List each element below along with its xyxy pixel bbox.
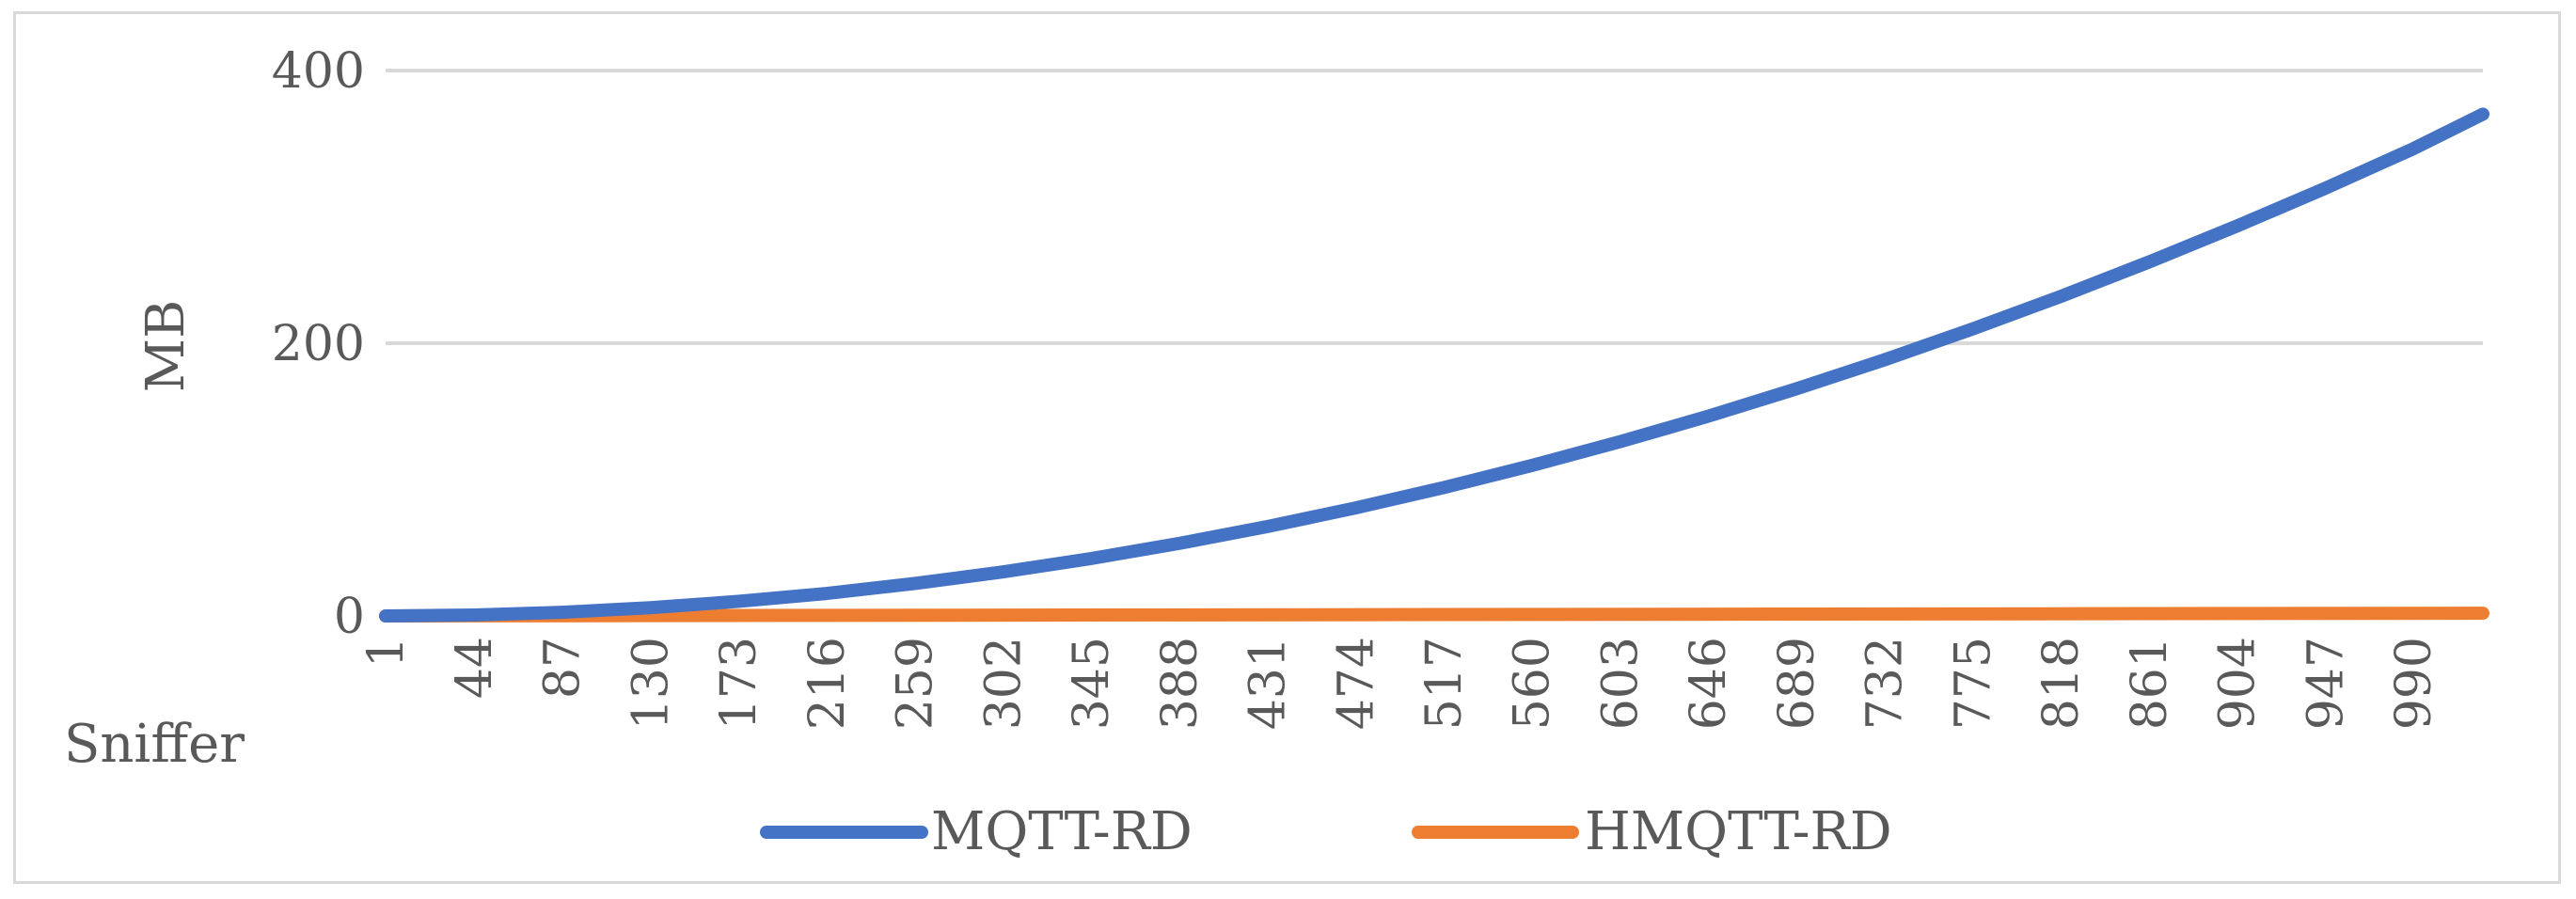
y-tick-label: 200	[272, 316, 365, 372]
x-axis-title: Sniffer	[64, 714, 245, 775]
x-tick-label: 130	[623, 637, 679, 730]
x-tick-label: 216	[799, 637, 856, 730]
x-tick-label: 345	[1064, 637, 1120, 730]
y-tick-label: 400	[272, 43, 365, 100]
legend: MQTT-RD HMQTT-RD	[760, 801, 1892, 862]
x-tick-label: 431	[1241, 637, 1297, 730]
x-tick-label: 603	[1592, 637, 1649, 730]
x-tick-label: 861	[2122, 637, 2178, 730]
x-tick-label: 302	[975, 637, 1032, 730]
series-line-mqtt-rd	[379, 107, 2489, 623]
x-tick-label: 818	[2033, 637, 2090, 730]
x-tick-label: 560	[1505, 637, 1561, 730]
x-tick-label: 990	[2386, 637, 2442, 730]
x-tick-label: 689	[1769, 637, 1825, 730]
legend-label-mqtt-rd: MQTT-RD	[931, 801, 1193, 862]
x-tick-label: 775	[1945, 637, 2001, 730]
x-tick-label: 173	[711, 637, 767, 730]
x-tick-label: 732	[1857, 637, 1914, 730]
series-lines	[379, 107, 2489, 623]
x-tick-label: 646	[1681, 637, 1737, 730]
x-tick-label: 388	[1152, 637, 1209, 730]
legend-label-hmqtt-rd: HMQTT-RD	[1585, 801, 1892, 862]
x-tick-label: 474	[1328, 637, 1384, 730]
y-tick-label: 0	[334, 589, 365, 645]
y-axis-title: MB	[135, 300, 197, 393]
x-tick-label: 517	[1416, 637, 1473, 730]
x-tick-label: 904	[2210, 637, 2267, 730]
series-line-hmqtt-rd	[379, 607, 2489, 623]
x-tick-label: 947	[2298, 637, 2354, 730]
gridlines	[386, 69, 2483, 345]
y-axis-tick-labels: 0 200 400	[272, 43, 365, 645]
chart-frame	[13, 11, 2561, 884]
x-tick-label: 1	[358, 637, 415, 668]
x-tick-label: 259	[888, 637, 944, 730]
x-axis-tick-labels: 1 44 87 130 173 216 259 302 345 388 431 474 517 560 60…	[358, 637, 2442, 730]
x-tick-label: 87	[535, 637, 592, 699]
x-tick-label: 44	[447, 637, 503, 699]
